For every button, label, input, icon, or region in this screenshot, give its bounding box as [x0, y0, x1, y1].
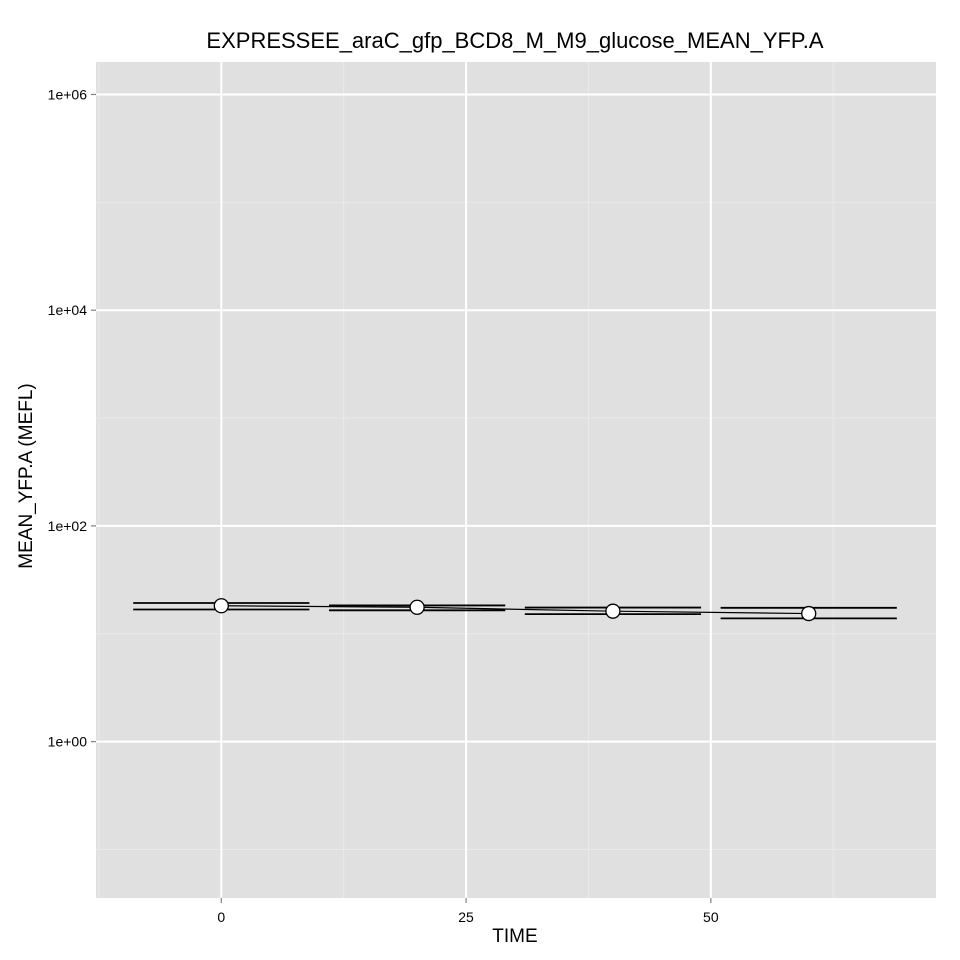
plot-panel [96, 62, 936, 898]
data-point [605, 603, 621, 619]
data-point [213, 598, 229, 614]
x-axis-ticks: 0 25 50 [217, 898, 719, 925]
y-tick-label: 1e+06 [48, 86, 88, 102]
minor-grid-horizontal [96, 201, 936, 850]
chart-title: EXPRESSEE_araC_gfp_BCD8_M_M9_glucose_MEA… [206, 28, 823, 53]
data-point [409, 599, 425, 615]
x-tick-label: 0 [217, 909, 225, 925]
data-point [801, 605, 817, 622]
major-grid-vertical [220, 62, 712, 898]
x-tick-label: 25 [458, 909, 474, 925]
data-points [213, 598, 817, 622]
minor-grid-vertical [98, 62, 834, 898]
major-grid-horizontal [96, 93, 936, 743]
x-axis-title: TIME [492, 926, 537, 947]
trend-line [221, 605, 809, 615]
y-tick-label: 1e+00 [48, 734, 88, 750]
y-tick-label: 1e+04 [48, 302, 88, 318]
trend-line-group [221, 605, 809, 615]
y-axis-ticks: 1e+00 1e+02 1e+04 1e+06 [48, 86, 96, 750]
y-tick-label: 1e+02 [48, 518, 88, 534]
x-tick-label: 50 [703, 909, 719, 925]
y-axis-title: MEAN_YFP.A (MEFL) [16, 383, 37, 568]
